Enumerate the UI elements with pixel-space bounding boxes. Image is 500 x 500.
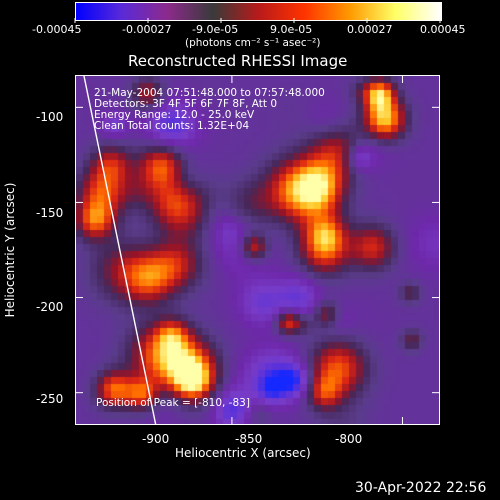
info-line: Energy Range: 12.0 - 25.0 keV [94,109,255,121]
y-tick-label: -150 [36,206,64,220]
colorbar-ticks [74,18,441,23]
rhessi-image-plot: 21-May-2004 07:51:48.000 to 07:57:48.000… [75,75,440,425]
x-tick-label: -850 [235,432,263,446]
solar-limb-line [83,76,157,424]
info-line: Detectors: 3F 4F 5F 6F 7F 8F, Att 0 [94,98,278,110]
y-axis-title: Heliocentric Y (arcsec) [3,182,17,318]
info-line: Clean Total counts: 1.32E+04 [94,120,250,132]
peak-position-label: Position of Peak = [-810, -83] [96,397,250,409]
x-tick-label: -900 [142,432,170,446]
x-tick-label: -800 [335,432,363,446]
y-tick-label: -250 [36,392,64,406]
rhessi-image-map [76,76,439,424]
plot-overlay [83,76,157,424]
colorbar-unit-label: (photons cm⁻² s⁻¹ asec⁻²) [185,37,321,49]
colorbar-tick-label: 9.0e-05 [270,23,313,36]
y-tick-label: -100 [36,110,64,124]
colorbar-tick-label: -0.00045 [32,23,82,36]
colorbar [75,2,442,21]
info-line: 21-May-2004 07:51:48.000 to 07:57:48.000 [94,87,325,99]
y-tick-label: -200 [36,300,64,314]
image-title: Reconstructed RHESSI Image [128,52,348,70]
colorbar-tick-label: -0.00027 [122,23,172,36]
x-axis-title: Heliocentric X (arcsec) [175,446,311,460]
colorbar-tick-label: 0.00045 [420,23,466,36]
colorbar-tick-label: -9.0e-05 [192,23,239,36]
render-timestamp: 30-Apr-2022 22:56 [355,480,487,496]
colorbar-tick-label: 0.00027 [347,23,393,36]
